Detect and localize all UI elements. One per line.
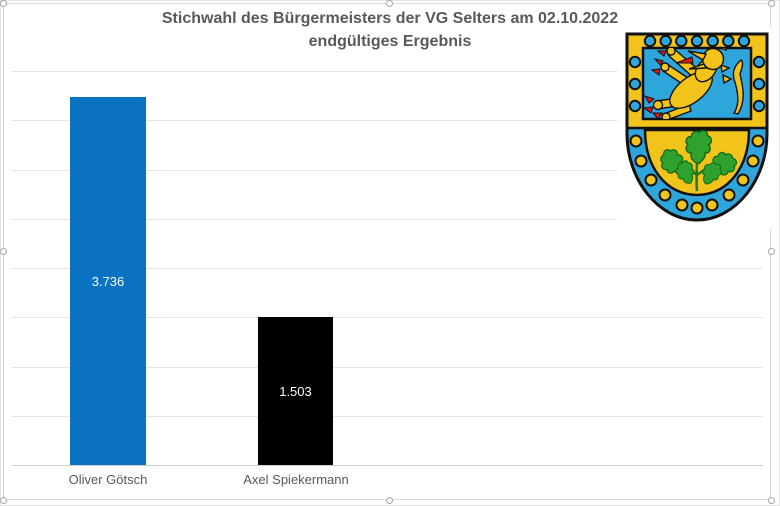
bar-oliver-goetsch[interactable]: 3.736 xyxy=(70,97,146,465)
coat-of-arms-vg-selters[interactable] xyxy=(617,26,777,229)
data-label: 1.503 xyxy=(279,383,312,399)
x-axis-line xyxy=(12,465,763,466)
selection-handle-middle-left[interactable] xyxy=(0,248,7,255)
selection-handle-middle-right[interactable] xyxy=(768,248,775,255)
chart-title-line2: endgültiges Ergebnis xyxy=(308,33,472,50)
category-label-axel-spiekermann[interactable]: Axel Spiekermann xyxy=(243,472,349,487)
category-label-oliver-goetsch[interactable]: Oliver Götsch xyxy=(68,472,148,487)
selection-handle-bottom-right[interactable] xyxy=(768,497,775,504)
data-label: 3.736 xyxy=(91,273,125,289)
selection-handle-top-right[interactable] xyxy=(768,0,775,7)
bar-fill: 1.503 xyxy=(258,317,333,465)
bar-fill: 3.736 xyxy=(70,97,146,465)
selection-handle-bottom-left[interactable] xyxy=(0,497,7,504)
selection-handle-top-left[interactable] xyxy=(0,0,7,7)
bar-axel-spiekermann[interactable]: 1.503 xyxy=(258,317,333,465)
selection-handle-bottom-center[interactable] xyxy=(386,497,393,504)
selection-handle-top-center[interactable] xyxy=(386,0,393,7)
chart-title-line1: Stichwahl des Bürgermeisters der VG Selt… xyxy=(161,10,619,27)
chart-title[interactable]: Stichwahl des Bürgermeisters der VG Selt… xyxy=(0,7,780,53)
coat-of-arms-image xyxy=(625,32,769,222)
